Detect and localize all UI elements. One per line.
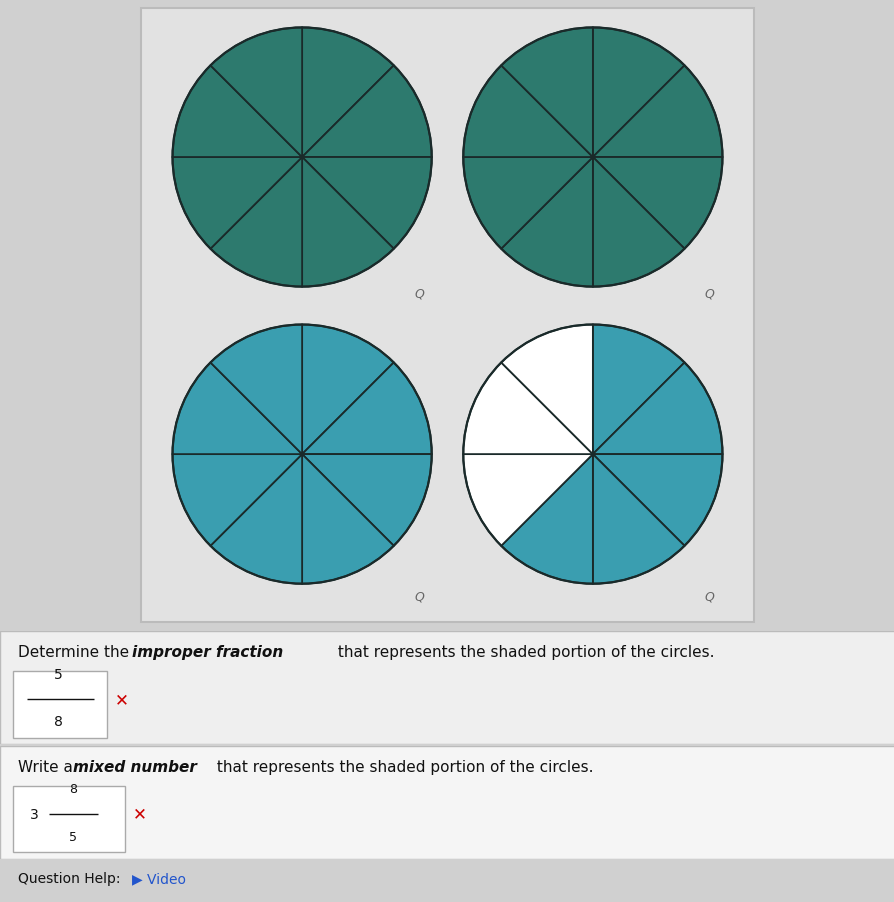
Text: Write a: Write a xyxy=(18,759,78,774)
Wedge shape xyxy=(302,364,431,455)
Text: mixed number: mixed number xyxy=(73,759,197,774)
Wedge shape xyxy=(501,455,592,584)
Text: 8: 8 xyxy=(70,782,77,796)
Text: Q: Q xyxy=(414,287,424,300)
Wedge shape xyxy=(302,158,431,249)
Text: Q: Q xyxy=(704,590,714,603)
Text: ✕: ✕ xyxy=(114,690,129,708)
Wedge shape xyxy=(501,29,592,158)
Wedge shape xyxy=(501,325,592,455)
Wedge shape xyxy=(463,67,592,158)
Wedge shape xyxy=(592,325,684,455)
Text: improper fraction: improper fraction xyxy=(132,644,283,659)
Wedge shape xyxy=(592,364,721,455)
Wedge shape xyxy=(592,158,684,287)
Wedge shape xyxy=(592,158,721,249)
Text: Q: Q xyxy=(414,590,424,603)
Text: 8: 8 xyxy=(54,714,63,729)
Wedge shape xyxy=(210,29,302,158)
Wedge shape xyxy=(173,158,302,249)
Text: Q: Q xyxy=(704,287,714,300)
Text: Determine the: Determine the xyxy=(18,644,134,659)
Wedge shape xyxy=(592,67,721,158)
Text: that represents the shaded portion of the circles.: that represents the shaded portion of th… xyxy=(333,644,713,659)
Wedge shape xyxy=(463,158,592,249)
Wedge shape xyxy=(592,455,721,546)
Text: ✕: ✕ xyxy=(132,805,147,823)
Wedge shape xyxy=(302,29,393,158)
Wedge shape xyxy=(302,455,431,546)
Text: ▶ Video: ▶ Video xyxy=(132,871,186,885)
Wedge shape xyxy=(302,158,393,287)
Text: 5: 5 xyxy=(54,667,63,681)
Wedge shape xyxy=(210,325,302,455)
Wedge shape xyxy=(173,67,302,158)
Wedge shape xyxy=(592,455,684,584)
Wedge shape xyxy=(302,67,431,158)
Text: that represents the shaded portion of the circles.: that represents the shaded portion of th… xyxy=(212,759,593,774)
Wedge shape xyxy=(302,325,393,455)
FancyBboxPatch shape xyxy=(13,671,107,738)
Wedge shape xyxy=(463,364,592,455)
Wedge shape xyxy=(173,364,302,455)
Wedge shape xyxy=(173,455,302,546)
Text: Question Help:: Question Help: xyxy=(18,871,121,885)
Text: 5: 5 xyxy=(70,830,77,842)
Wedge shape xyxy=(210,455,302,584)
Text: 3: 3 xyxy=(30,806,38,821)
Wedge shape xyxy=(501,158,592,287)
Wedge shape xyxy=(463,455,592,546)
Wedge shape xyxy=(210,158,302,287)
Wedge shape xyxy=(302,455,393,584)
Wedge shape xyxy=(592,29,684,158)
FancyBboxPatch shape xyxy=(13,786,125,852)
